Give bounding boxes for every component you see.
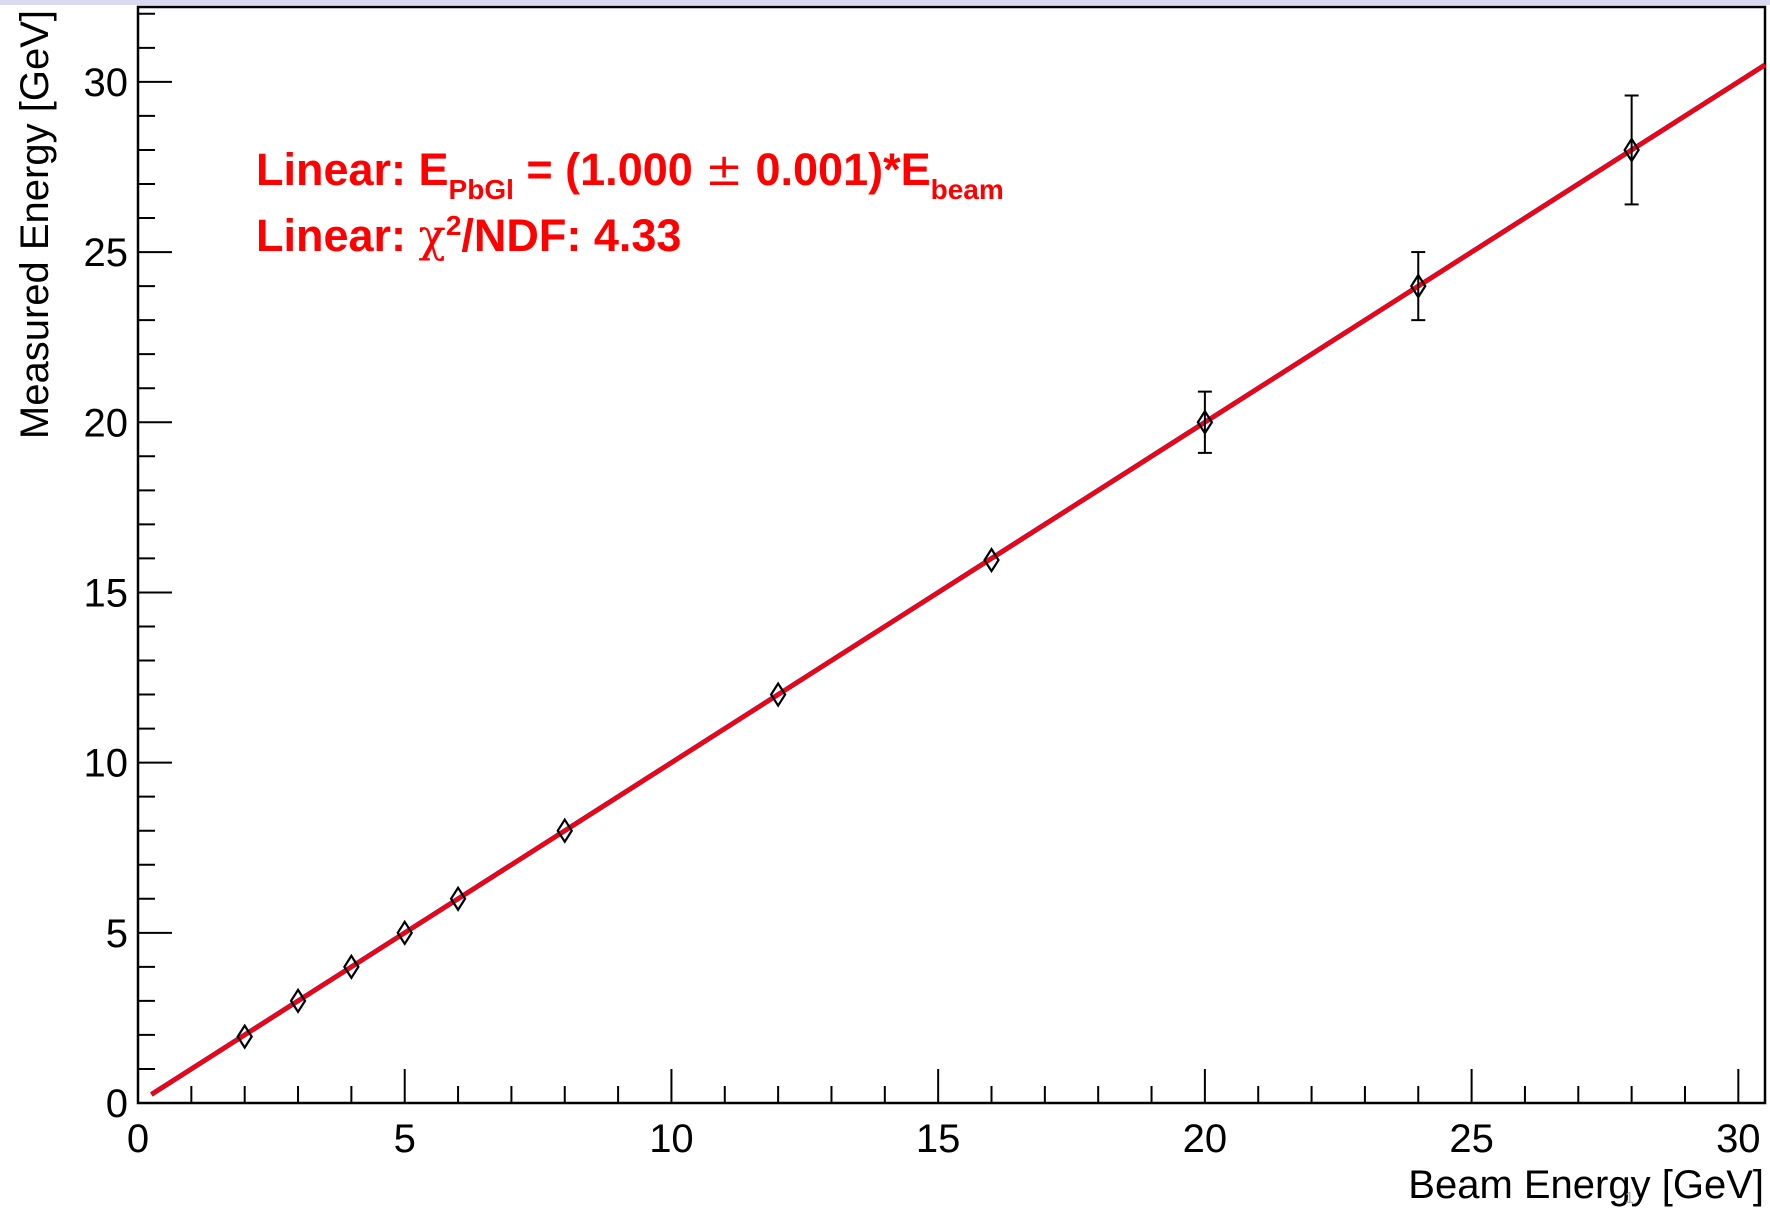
x-tick-label: 30 [1716, 1117, 1761, 1161]
y-tick-label: 25 [84, 231, 129, 275]
y-axis-label: Measured Energy [GeV] [13, 10, 57, 439]
y-tick-label: 10 [84, 742, 129, 786]
fit-annotation: Linear: EPbGl = (1.000 ± 0.001)*Ebeam Li… [256, 140, 1004, 272]
diamond-marker [396, 919, 414, 946]
diamond-marker [343, 953, 360, 980]
fit-line [150, 63, 1767, 1097]
data-point [236, 1023, 253, 1050]
x-tick-label: 10 [649, 1117, 694, 1161]
data-point [1196, 390, 1214, 454]
data-point [396, 919, 414, 946]
x-tick-label: 15 [916, 1117, 961, 1161]
data-point [1409, 251, 1427, 322]
data-point [769, 681, 787, 708]
diamond-marker [556, 817, 574, 844]
data-point [343, 953, 360, 980]
data-point [556, 817, 574, 844]
x-tick-label: 25 [1449, 1117, 1494, 1161]
page-number: 1 [1625, 1190, 1634, 1207]
top-border-strip [0, 0, 1770, 5]
y-tick-label: 5 [106, 912, 128, 956]
data-point [289, 987, 307, 1014]
diamond-marker [983, 547, 1000, 574]
diamond-marker [449, 885, 467, 912]
x-axis-label: Beam Energy [GeV] [1408, 1163, 1764, 1207]
data-point [449, 885, 467, 912]
data-point [1623, 94, 1640, 206]
diamond-marker [1409, 273, 1427, 300]
diamond-marker [769, 681, 787, 708]
x-tick-label: 20 [1183, 1117, 1228, 1161]
x-tick-label: 0 [127, 1117, 149, 1161]
diamond-marker [236, 1023, 253, 1050]
y-tick-label: 30 [84, 61, 129, 105]
fit-chi2-line: Linear: χ2/NDF: 4.33 [256, 209, 682, 262]
y-tick-label: 20 [84, 401, 129, 445]
y-tick-label: 0 [106, 1082, 128, 1126]
diamond-marker [1623, 136, 1640, 164]
fit-result-line: Linear: EPbGl = (1.000 ± 0.001)*Ebeam [256, 143, 1004, 205]
y-tick-label: 15 [84, 571, 129, 615]
data-point [983, 547, 1000, 574]
x-tick-label: 5 [394, 1117, 416, 1161]
diamond-marker [1196, 409, 1214, 436]
plot-frame [136, 5, 1767, 1105]
diamond-marker [289, 987, 307, 1014]
